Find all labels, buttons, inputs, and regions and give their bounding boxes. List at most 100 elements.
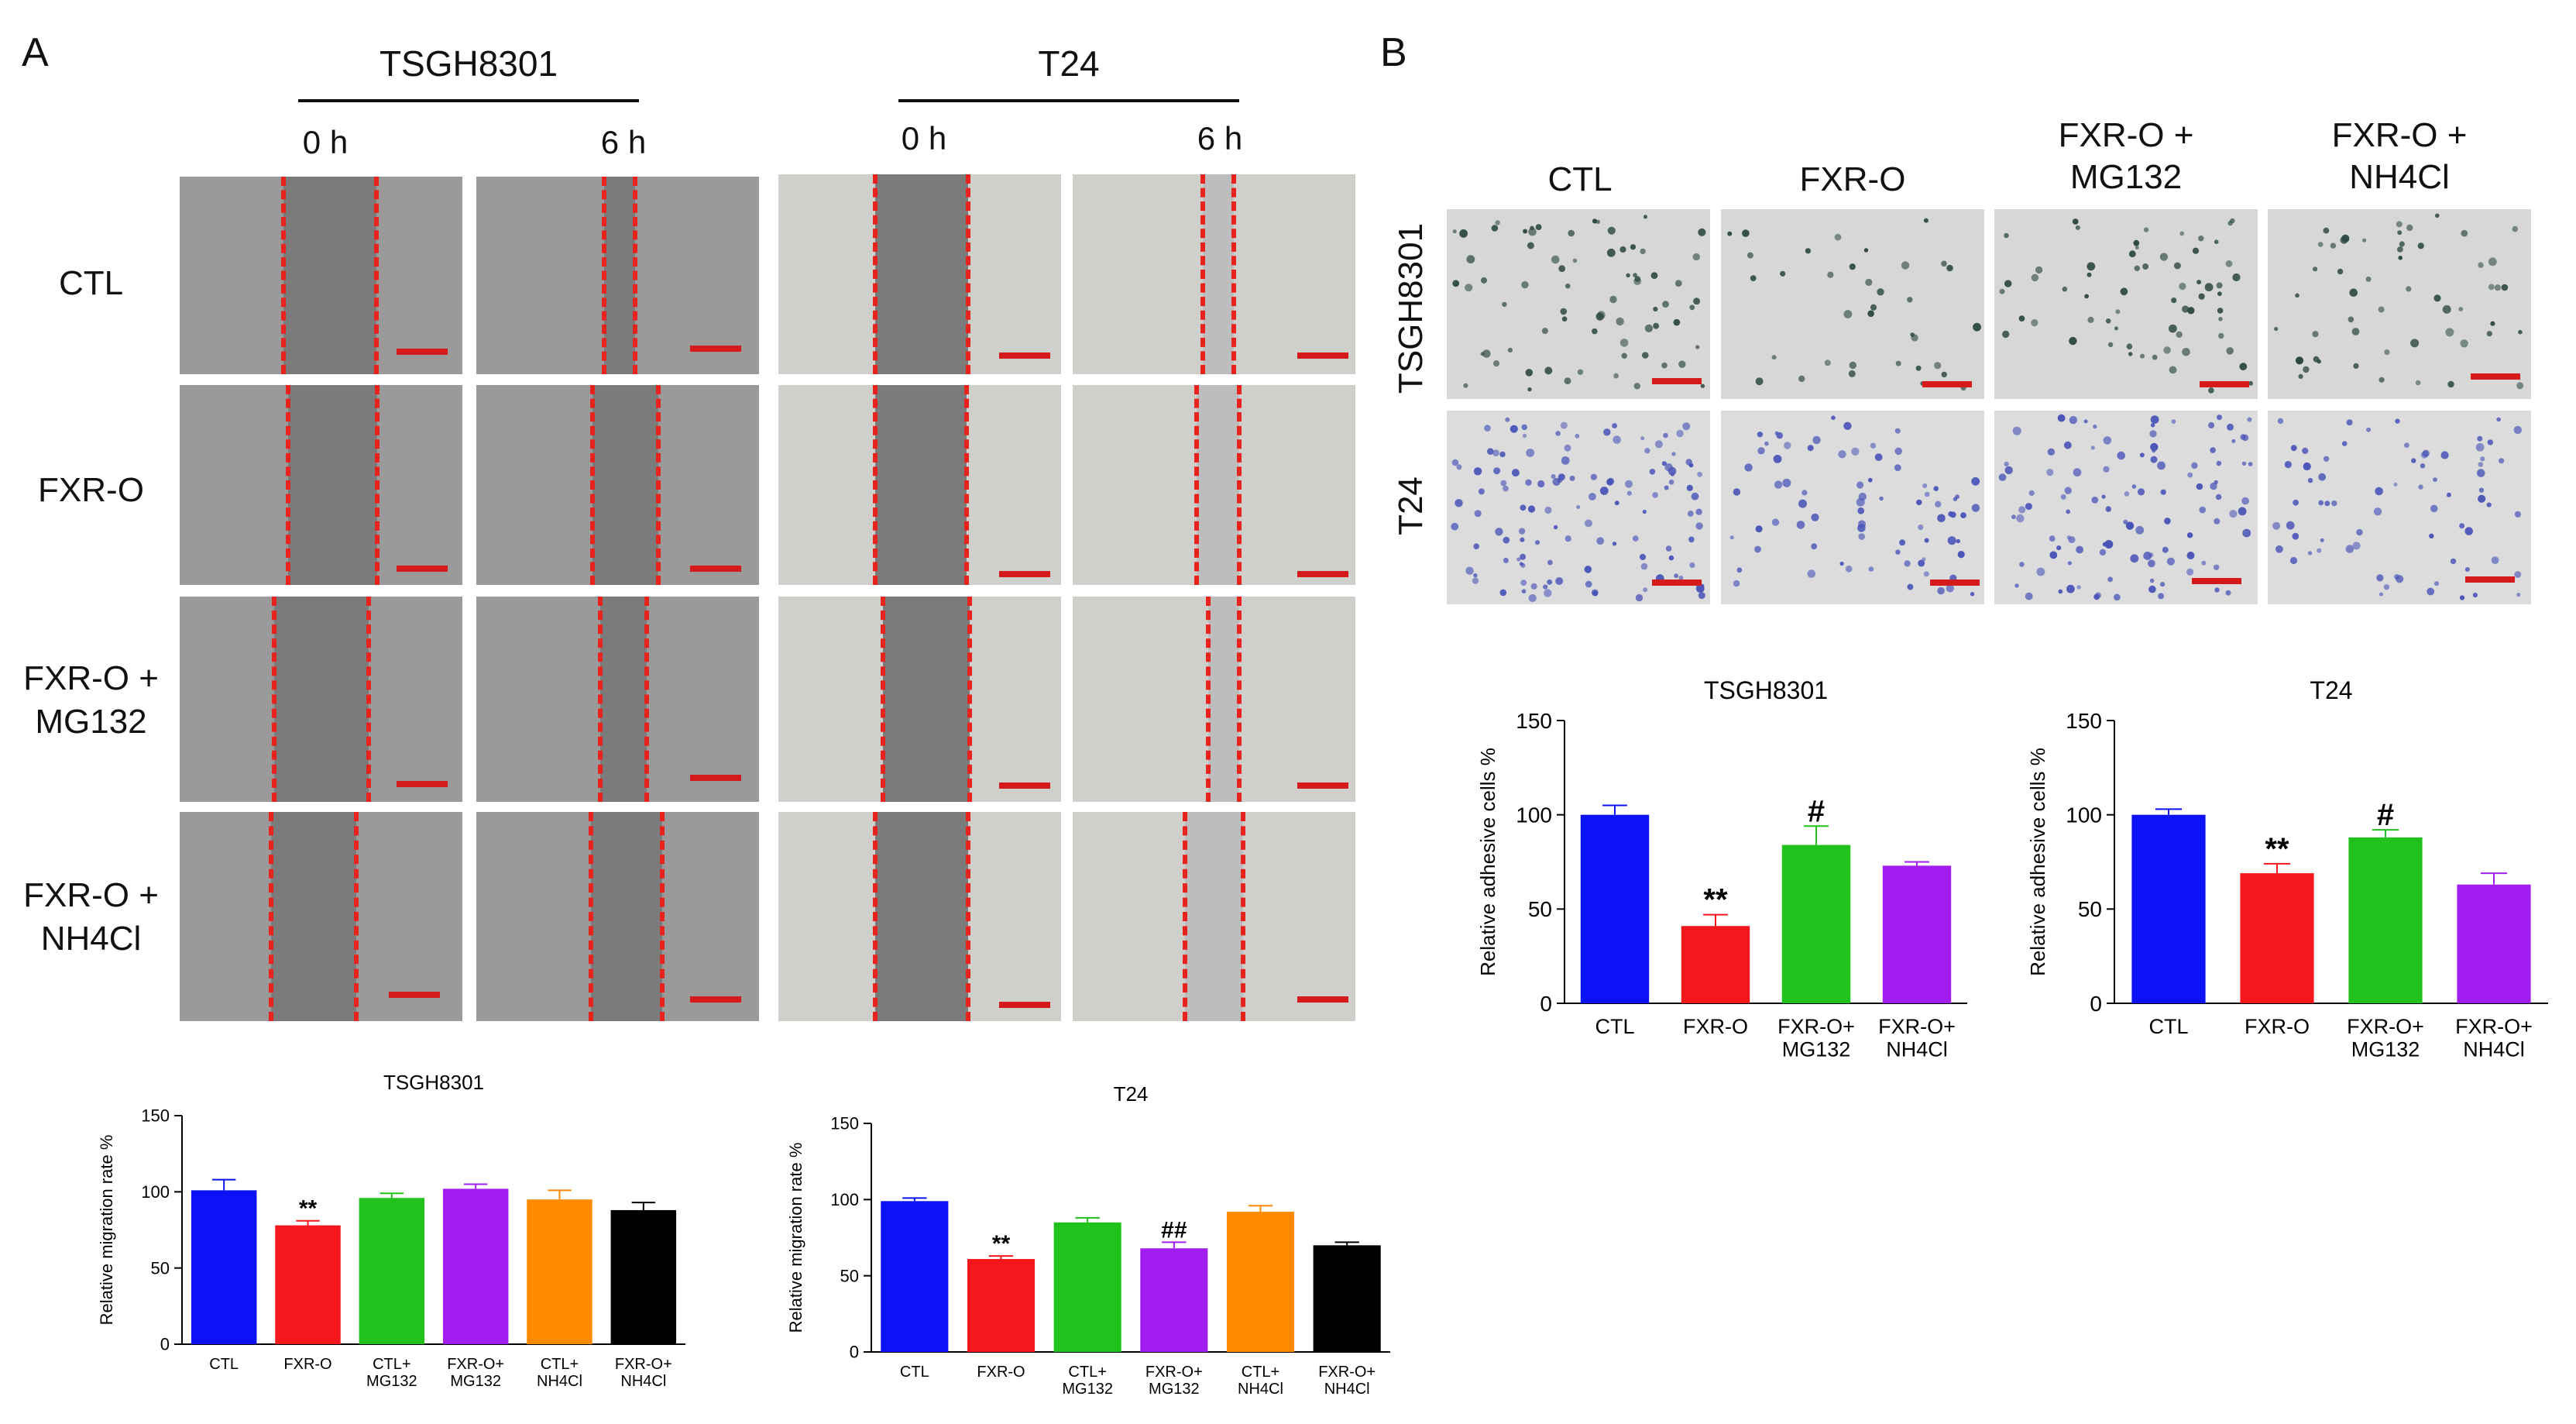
adhesion-chart-t24: T24 Relative adhesive cells % 0 50 100 150 CTL… [2026,676,2548,1061]
cell-dot [1592,328,1598,335]
cell-dot [1956,538,1960,544]
cell-dot [2131,484,2137,489]
cell-dot [1755,377,1764,386]
cell-dot [1555,577,1564,585]
cell-dot [1798,375,1805,383]
cell-dot [2148,559,2155,568]
cell-dot [2135,246,2139,250]
cell-dot [1564,444,1571,452]
cell-dot [2242,528,2251,538]
cell-dot [1839,561,1844,566]
cell-dot [1901,261,1910,270]
cell-dot [1754,545,1761,553]
cell-dot [1528,227,1537,236]
cell-dot [2117,451,2125,460]
cell-dot [2346,419,2353,426]
cell-dot [1564,283,1571,289]
cell-dot [1941,371,1947,378]
cell-dot [1688,536,1695,543]
y-tick-label: 50 [840,1266,859,1285]
cell-dot [2093,593,2100,600]
cell-dot [2150,456,2158,463]
cell-dot [1591,589,1599,597]
cell-dot [2486,331,2492,337]
cell-dot [2284,461,2292,469]
cell-dot [1650,272,1658,279]
cell-dot [2459,523,2465,529]
x-tick-label: CTL [209,1356,239,1373]
scratch-image-t24-fxr-o-0h [778,385,1061,585]
cell-dot [1544,506,1552,514]
cell-dot [1879,496,1884,501]
cell-dot [1500,480,1507,487]
cell-dot [2395,418,2400,424]
cell-dot [2514,571,2522,578]
cell-dot [2307,477,2313,483]
cell-dot [1934,362,1942,370]
cell-dot [1455,499,1463,507]
cell-dot [1555,431,1561,436]
cell-dot [1868,566,1874,572]
cell-dot [1744,463,1753,472]
cell-dot [2169,324,2177,333]
cell-dot [2031,273,2039,282]
cell-dot [2124,491,2130,497]
cell-dot [2225,590,2231,596]
cell-dot [2397,246,2403,253]
cell-dot [1527,505,1536,513]
cell-dot [1843,421,1852,430]
cell-dot [1698,228,1706,236]
cell-dot [2433,477,2437,482]
cell-dot [2323,227,2330,234]
cell-dot [2069,416,2078,425]
cell-dot [1520,553,1527,560]
x-tick-label: CTL [2148,1015,2188,1038]
cell-dot [2198,236,2204,242]
cell-dot [2158,593,2165,600]
cell-dot [1894,447,1902,456]
y-tick-label: 100 [830,1190,859,1209]
cell-dot [2295,356,2304,365]
cell-dot [1948,511,1954,517]
cell-dot [2450,558,2457,565]
cell-dot [1569,475,1575,481]
cell-dot [2348,316,2354,323]
cell-dot [1541,328,1548,335]
cell-dot [1519,562,1523,566]
cell-dot [1998,473,2007,481]
x-tick-label: CTL+ MG132 [1062,1364,1113,1398]
cell-dot [1757,432,1764,438]
bar [1882,865,1952,1003]
cell-dot [2375,487,2383,496]
cell-dot [2513,425,2522,435]
cell-dot [2490,321,2495,326]
cell-dot [1747,252,1753,259]
cell-dot [1695,522,1703,530]
cell-dot [1596,537,1605,545]
cell-dot [2217,291,2222,297]
cell-dot [2232,273,2241,282]
cell-dot [1487,448,1494,455]
cell-dot [2090,445,2095,450]
y-tick-label: 100 [141,1182,170,1202]
cell-dot [2114,326,2118,331]
x-tick-label: FXR-O+ NH4Cl [1878,1015,1956,1061]
cell-dot [1811,513,1819,521]
cell-dot [1736,567,1743,573]
cell-dot [2356,528,2363,536]
cell-dot [2379,377,2385,383]
cell-dot [2420,463,2426,469]
y-tick-label: 100 [2066,803,2102,827]
cell-dot [2093,424,2097,429]
cell-dot [2420,451,2428,459]
cell-dot [1640,436,1645,441]
cell-dot [1505,417,1510,422]
cell-dot [1614,500,1619,506]
cell-dot [2394,574,2399,580]
cell-dot [2303,366,2310,373]
cell-dot [2514,511,2521,518]
cell-dot [2187,307,2195,315]
scratch-image-tsgh-mg132-6h [476,597,759,802]
cell-dot [1526,449,1535,457]
time-label-tsgh-6h: 6 h [600,124,647,160]
